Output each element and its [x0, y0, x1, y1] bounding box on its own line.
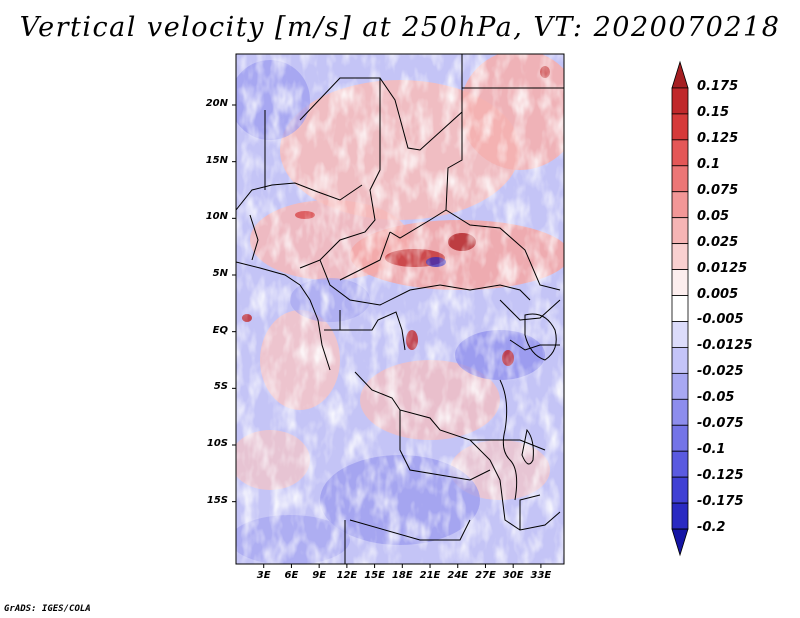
lon-label: 30E — [502, 570, 524, 581]
colorbar-swatch — [671, 113, 689, 141]
colorbar-swatch — [671, 424, 689, 452]
lon-label: 27E — [475, 570, 496, 581]
lon-label: 18E — [391, 570, 413, 581]
lon-label: 33E — [530, 570, 552, 581]
colorbar-label: -0.0125 — [697, 338, 753, 354]
colorbar-swatch — [671, 476, 689, 504]
colorbar-label: -0.125 — [697, 468, 744, 484]
map-title: Vertical velocity [m/s] at 250hPa, VT: 2… — [19, 12, 781, 43]
colorbar-swatch — [671, 217, 689, 245]
lon-label: 9E — [312, 570, 327, 581]
colorbar-label: 0.125 — [697, 130, 739, 146]
colorbar-swatch — [671, 347, 689, 374]
colorbar-label: 0.15 — [697, 104, 730, 120]
colorbar-swatch — [671, 528, 689, 557]
colorbar-swatch — [671, 243, 689, 270]
lat-label: 20N — [205, 98, 228, 109]
country-borders — [236, 54, 564, 564]
colorbar-swatch — [671, 295, 689, 322]
colorbar-label: 0.075 — [697, 182, 739, 198]
colorbar-label: -0.025 — [697, 364, 744, 380]
colorbar-swatch — [671, 398, 689, 426]
colorbar-swatch — [671, 165, 689, 193]
lon-tick-marks — [263, 564, 542, 568]
colorbar-swatch — [671, 372, 689, 400]
colorbar-label: -0.005 — [697, 312, 744, 328]
colorbar-label: 0.0125 — [697, 260, 748, 276]
lat-tick-marks — [232, 104, 236, 503]
lat-label: 5N — [212, 268, 228, 279]
lat-label: 10N — [205, 211, 228, 223]
colorbar-label: -0.1 — [697, 442, 726, 458]
velocity-field — [236, 54, 564, 564]
colorbar-label: 0.025 — [697, 234, 739, 250]
colorbar-swatch — [671, 502, 689, 530]
colorbar — [671, 60, 689, 557]
lon-label: 12E — [336, 570, 358, 581]
lon-label: 6E — [284, 570, 299, 581]
colorbar-label: -0.175 — [697, 494, 744, 510]
colorbar-label: 0.1 — [697, 156, 721, 172]
colorbar-swatch — [671, 321, 689, 348]
colorbar-label: 0.005 — [697, 286, 739, 302]
colorbar-label: 0.175 — [697, 78, 739, 94]
colorbar-swatch — [671, 269, 689, 296]
lat-label: 10S — [206, 438, 228, 449]
colorbar-swatch — [671, 450, 689, 478]
lat-label: 5S — [213, 381, 228, 393]
lat-label: 15N — [205, 154, 228, 166]
footer-credit: GrADS: IGES/COLA — [4, 604, 91, 614]
colorbar-swatch — [671, 191, 689, 219]
lon-label: 24E — [447, 570, 469, 581]
colorbar-label: 0.05 — [697, 208, 730, 224]
colorbar-swatch — [671, 139, 689, 167]
colorbar-label: -0.2 — [697, 520, 726, 536]
lon-label: 21E — [419, 570, 441, 581]
lat-label: 15S — [206, 494, 228, 506]
colorbar-swatch — [671, 87, 689, 115]
lat-label: EQ — [212, 324, 228, 336]
colorbar-label: -0.075 — [697, 416, 744, 432]
lon-label: 15E — [364, 570, 385, 581]
map-frame — [235, 53, 565, 565]
colorbar-swatch — [671, 60, 689, 89]
colorbar-label: -0.05 — [697, 390, 735, 406]
lon-label: 3E — [256, 570, 271, 581]
